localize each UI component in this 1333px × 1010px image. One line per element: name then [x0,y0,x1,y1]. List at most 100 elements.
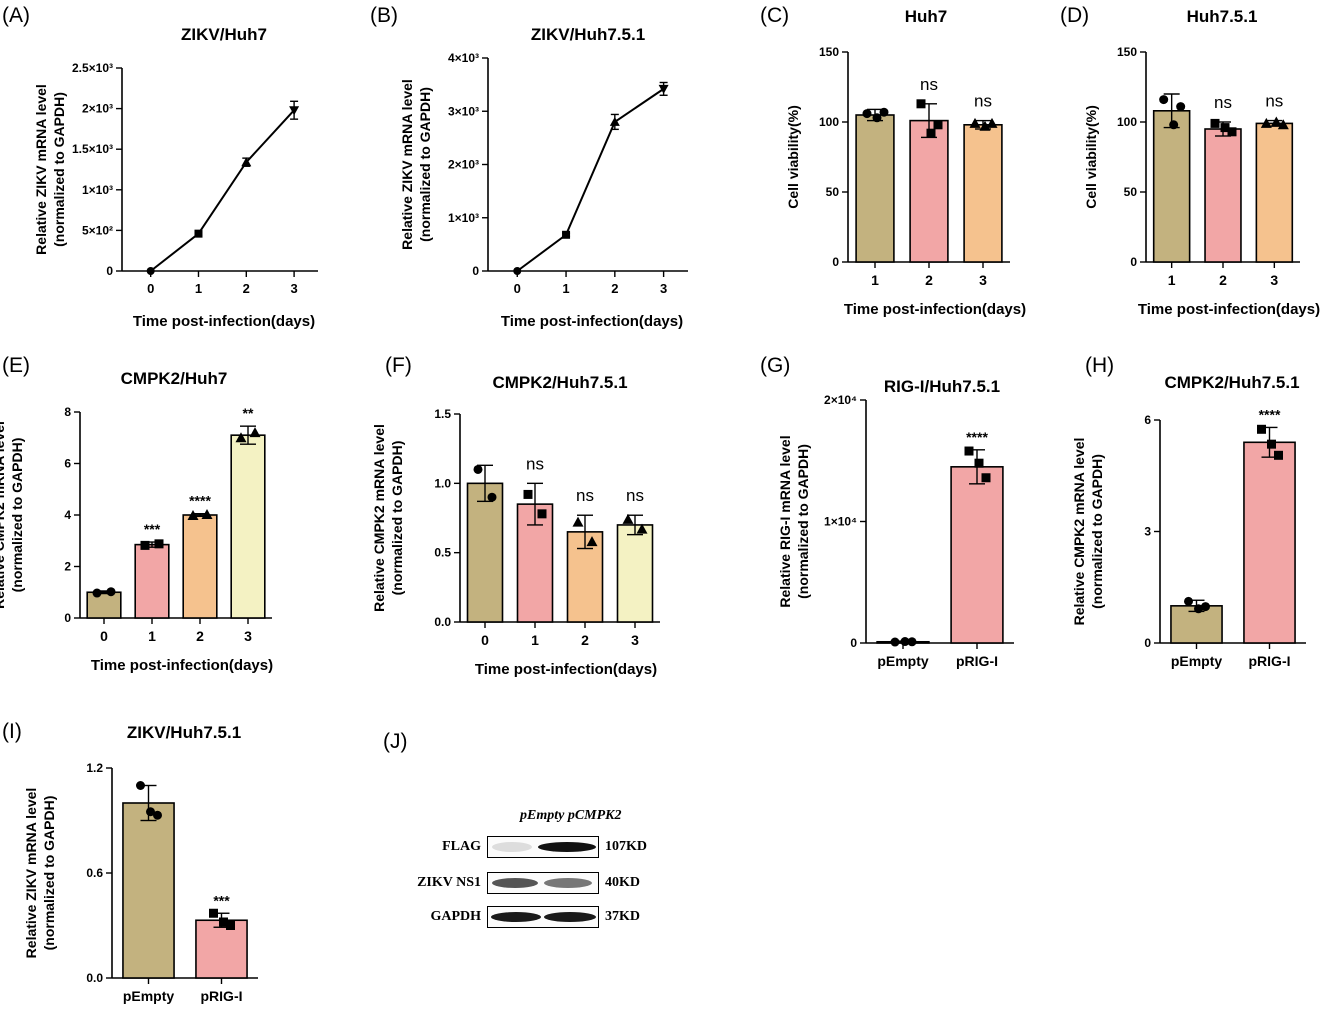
x-tick-label: 1 [1168,272,1176,288]
x-tick-label: pRIG-I [956,653,998,669]
data-point [289,106,300,116]
y-tick-label: 0.6 [86,866,103,880]
blot-band [544,912,596,922]
x-axis-label: Time post-infection(days) [844,301,1026,318]
data-point [235,432,247,443]
y-axis-label: (normalized to GAPDH) [41,796,57,951]
x-tick-label: 2 [581,632,589,648]
x-tick-label: 3 [660,281,667,296]
y-axis-label: Relative ZIKV mRNA level [23,788,39,959]
blot-row-size: 40KD [605,875,640,890]
y-tick-label: 1.0 [434,476,451,490]
significance-label: ns [920,75,938,94]
x-tick-label: 3 [244,628,252,644]
data-point [969,117,981,128]
data-point [636,523,648,534]
x-axis-label: Time post-infection(days) [501,313,683,330]
y-axis-label: Relative CMPK2 mRNA level [1071,438,1087,626]
data-point [226,921,235,930]
x-tick-label: 1 [148,628,156,644]
bar [122,802,175,979]
chart-panel-g: (G) RIG-I/Huh7.5.1 0 1×10⁴ 2×10⁴ Relative RIG… [760,354,1014,669]
blot-row-label: GAPDH [430,909,481,924]
y-axis-label: Cell viability(%) [785,105,801,208]
x-tick-label: 0 [481,632,489,648]
x-tick-label: pEmpty [1171,653,1223,669]
data-point [487,492,497,502]
data-point [136,781,145,790]
y-axis-label: (normalized to GAPDH) [389,441,405,596]
x-tick-label: 1 [195,281,202,296]
bar [230,434,266,619]
significance-label: ns [626,486,644,505]
y-tick-label: 100 [819,115,839,129]
chart-title: CMPK2/Huh7.5.1 [492,373,627,392]
data-point [609,116,620,126]
data-point [146,267,155,275]
panel-letter: (F) [385,354,412,377]
y-axis-label: Relative CMPK2 mRNA level [371,424,387,612]
y-axis-label: Relative ZIKV mRNA level [33,84,49,255]
data-point [916,99,926,109]
y-tick-label: 0 [472,264,479,278]
significance-label: ns [576,486,594,505]
y-tick-label: 2×10⁴ [824,393,857,407]
data-point [1159,95,1169,105]
data-point [986,117,998,128]
data-point [219,917,228,927]
data-point [872,113,882,123]
panel-letter: (A) [2,4,30,27]
chart-panel-h: (H) CMPK2/Huh7.5.1 0 3 6 Relative CMPK2 mRNA … [1071,354,1306,669]
y-tick-label: 1×10⁴ [824,515,857,529]
y-tick-label: 1×10³ [82,183,113,197]
x-tick-label: 0 [147,281,154,296]
data-point [154,539,164,549]
y-tick-label: 150 [819,45,839,59]
panel-letter: (C) [760,4,789,27]
data-point [1277,119,1289,130]
y-tick-label: 1.5 [434,407,451,421]
y-tick-label: 0 [106,264,113,278]
x-tick-label: 3 [631,632,639,648]
y-tick-label: 150 [1117,45,1137,59]
data-point [1257,424,1266,434]
data-point [586,536,598,547]
chart-title: ZIKV/Huh7.5.1 [127,723,241,742]
chart-title: ZIKV/Huh7.5.1 [531,25,645,44]
series-line [516,88,665,272]
bar [1152,110,1191,263]
significance-label: **** [1259,406,1281,422]
chart-panel-f: (F) CMPK2/Huh7.5.1 0.0 0.5 1.0 1.5 Relative CM… [371,354,660,678]
chart-title: RIG-I/Huh7.5.1 [884,377,1000,396]
x-tick-label: 1 [562,281,569,296]
blot-strip [487,836,599,858]
x-axis-label: Time post-infection(days) [133,313,315,330]
data-point [1184,596,1193,606]
x-tick-label: 2 [1219,272,1227,288]
data-point [249,427,261,438]
data-point [241,157,252,167]
data-point [979,120,991,131]
data-point [879,107,889,117]
data-point [1220,123,1230,133]
y-tick-label: 0 [832,255,839,269]
panel-letter: (G) [760,354,790,377]
x-tick-label: 2 [925,272,933,288]
y-tick-label: 0.5 [434,546,451,560]
data-point [974,458,984,468]
panel-letter: (I) [2,720,22,743]
y-axis-label: (normalized to GAPDH) [1089,454,1105,609]
data-point [862,109,872,119]
data-point [1169,120,1179,130]
y-tick-label: 2.5×10³ [72,61,113,75]
y-tick-label: 0 [64,611,71,625]
y-tick-label: 0.0 [86,971,103,985]
y-tick-label: 0.0 [434,615,451,629]
data-point [187,510,199,521]
series-line [150,109,295,272]
x-tick-label: 2 [196,628,204,644]
data-point [1227,127,1237,137]
x-tick-label: 2 [611,281,618,296]
data-point [513,267,522,275]
y-tick-label: 5×10² [82,223,113,237]
